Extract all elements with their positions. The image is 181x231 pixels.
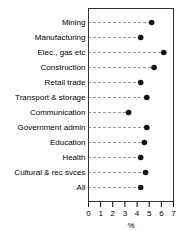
svg-text:3: 3 bbox=[123, 209, 128, 218]
svg-text:5: 5 bbox=[147, 209, 152, 218]
svg-text:Manufacturing: Manufacturing bbox=[35, 33, 86, 42]
svg-text:0: 0 bbox=[86, 209, 91, 218]
svg-text:Government admin: Government admin bbox=[17, 123, 85, 132]
svg-text:1: 1 bbox=[98, 209, 103, 218]
svg-text:4: 4 bbox=[135, 209, 140, 218]
svg-text:Construction: Construction bbox=[41, 63, 86, 72]
svg-text:6: 6 bbox=[159, 209, 164, 218]
svg-text:Education: Education bbox=[50, 138, 86, 147]
svg-text:All: All bbox=[77, 183, 86, 192]
svg-text:%: % bbox=[127, 221, 134, 230]
svg-text:Health: Health bbox=[62, 153, 85, 162]
svg-text:Transport & storage: Transport & storage bbox=[15, 93, 86, 102]
svg-text:Cultural & rec svces: Cultural & rec svces bbox=[14, 168, 85, 177]
svg-text:Elec., gas etc: Elec., gas etc bbox=[37, 48, 85, 57]
svg-text:7: 7 bbox=[171, 209, 176, 218]
svg-text:Retail trade: Retail trade bbox=[45, 78, 86, 87]
svg-text:Communication: Communication bbox=[30, 108, 86, 117]
svg-text:Mining: Mining bbox=[62, 18, 86, 27]
svg-text:2: 2 bbox=[111, 209, 116, 218]
